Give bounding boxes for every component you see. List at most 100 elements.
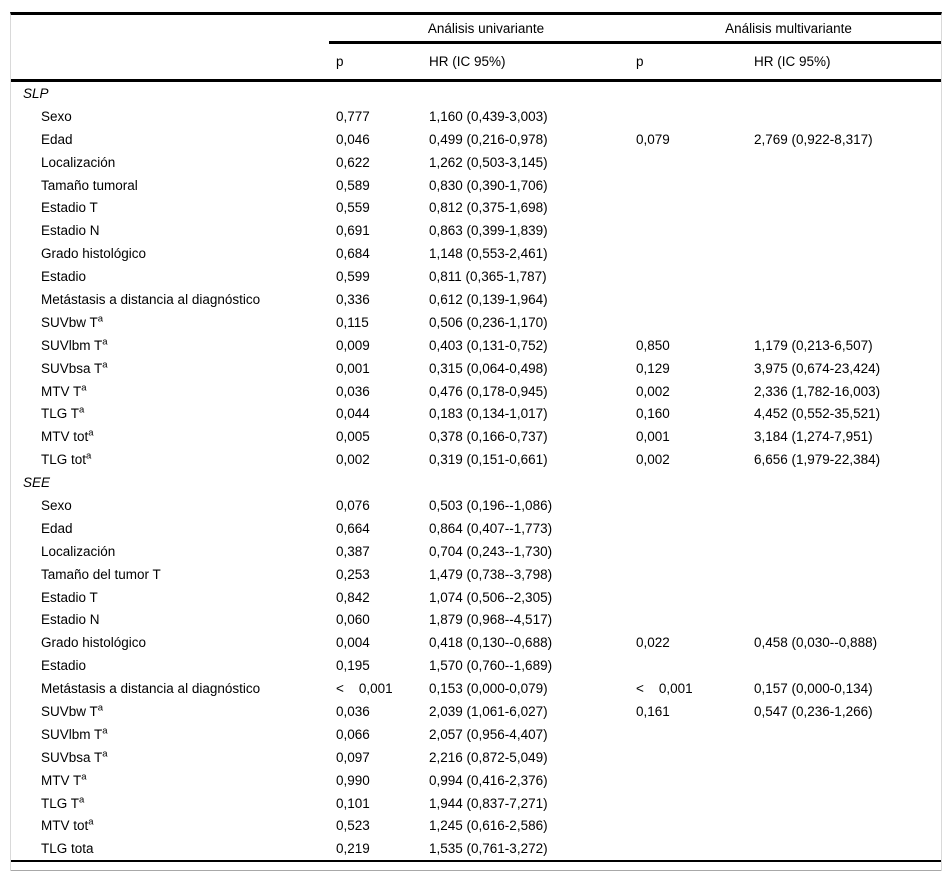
- cell-p-univariante: 0,036: [336, 383, 370, 399]
- variable-superscript: a: [97, 703, 104, 714]
- table-row: SUVbsa Ta 0,097 2,216 (0,872-5,049): [11, 746, 941, 769]
- cell-variable: MTV tota: [41, 818, 94, 834]
- cell-variable: TLG tota: [41, 452, 92, 468]
- cell-variable: SUVbw Ta: [41, 703, 104, 719]
- table-row: Estadio T 0,842 1,074 (0,506--2,305): [11, 586, 941, 609]
- cell-p-univariante: 0,066: [336, 726, 370, 742]
- cell-variable: Estadio: [41, 658, 87, 674]
- section-title-row: SLP: [11, 82, 941, 105]
- cell-p-univariante: 0,684: [336, 246, 370, 262]
- cell-hr-univariante: 0,315 (0,064-0,498): [429, 360, 548, 376]
- col-header-hr-multivariante: HR (IC 95%): [754, 54, 831, 69]
- table-row: Metástasis a distancia al diagnóstico 0,…: [11, 288, 941, 311]
- table-bottom-thin-rule: [11, 870, 941, 872]
- cell-hr-univariante: 0,612 (0,139-1,964): [429, 291, 548, 307]
- cell-hr-univariante: 1,074 (0,506--2,305): [429, 589, 553, 605]
- cell-p-multivariante: 0,129: [636, 360, 670, 376]
- cell-hr-multivariante: 6,656 (1,979-22,384): [754, 452, 881, 468]
- cell-hr-multivariante: 1,179 (0,213-6,507): [754, 337, 873, 353]
- cell-p-univariante: 0,002: [336, 452, 370, 468]
- cell-variable: Metástasis a distancia al diagnóstico: [41, 291, 261, 307]
- table-row: SUVlbm Ta 0,009 0,403 (0,131-0,752) 0,85…: [11, 334, 941, 357]
- cell-p-univariante: 0,001: [336, 360, 370, 376]
- cell-p-univariante: 0,777: [336, 108, 370, 124]
- cell-variable: MTV Ta: [41, 383, 87, 399]
- cell-hr-univariante: 1,148 (0,553-2,461): [429, 246, 548, 262]
- cell-variable: Estadio: [41, 269, 87, 285]
- cell-variable: Metástasis a distancia al diagnóstico: [41, 681, 261, 697]
- table-row: Tamaño tumoral 0,589 0,830 (0,390-1,706): [11, 174, 941, 197]
- cell-p-univariante: 0,101: [336, 795, 370, 811]
- group-header-multivariante: Análisis multivariante: [725, 20, 852, 36]
- cell-hr-univariante: 0,418 (0,130--0,688): [429, 635, 553, 651]
- cell-p-univariante: 0,387: [336, 543, 370, 559]
- cell-hr-univariante: 0,183 (0,134-1,017): [429, 406, 548, 422]
- cell-variable: SUVlbm Ta: [41, 726, 108, 742]
- cell-hr-univariante: 0,153 (0,000-0,079): [429, 681, 548, 697]
- table-row: Estadio N 0,691 0,863 (0,399-1,839): [11, 219, 941, 242]
- cell-hr-multivariante: 4,452 (0,552-35,521): [754, 406, 881, 422]
- table-row: TLG Ta 0,044 0,183 (0,134-1,017) 0,160 4…: [11, 402, 941, 425]
- table-row: Sexo 0,777 1,160 (0,439-3,003): [11, 105, 941, 128]
- cell-p-multivariante: 0,002: [636, 383, 670, 399]
- cell-variable: Tamaño tumoral: [41, 177, 138, 193]
- cell-p-multivariante: 0,850: [636, 337, 670, 353]
- cell-variable: Estadio N: [41, 223, 100, 239]
- cell-p-multivariante: < 0,001: [636, 681, 693, 697]
- table-row: Estadio 0,195 1,570 (0,760--1,689): [11, 654, 941, 677]
- cell-p-univariante: 0,005: [336, 429, 370, 445]
- cell-p-univariante: 0,060: [336, 612, 370, 628]
- table-row: MTV Ta 0,036 0,476 (0,178-0,945) 0,002 2…: [11, 380, 941, 403]
- table-row: MTV tota 0,005 0,378 (0,166-0,737) 0,001…: [11, 425, 941, 448]
- cell-variable: SUVbw Ta: [41, 314, 104, 330]
- variable-superscript: a: [97, 314, 104, 325]
- cell-hr-univariante: 0,319 (0,151-0,661): [429, 452, 548, 468]
- cell-hr-univariante: 0,812 (0,375-1,698): [429, 200, 548, 216]
- cell-hr-univariante: 2,216 (0,872-5,049): [429, 749, 548, 765]
- table-row: MTV Ta 0,990 0,994 (0,416-2,376): [11, 769, 941, 792]
- cell-hr-univariante: 0,811 (0,365-1,787): [429, 269, 547, 285]
- cell-variable: Tamaño del tumor T: [41, 566, 161, 582]
- cell-p-univariante: 0,046: [336, 131, 370, 147]
- cell-variable: SUVbsa Ta: [41, 749, 108, 765]
- table-row: Grado histológico 0,004 0,418 (0,130--0,…: [11, 631, 941, 654]
- cell-p-univariante: 0,219: [336, 841, 370, 857]
- col-header-hr-univariante: HR (IC 95%): [429, 54, 506, 69]
- table-row: Edad 0,664 0,864 (0,407--1,773): [11, 517, 941, 540]
- variable-superscript: a: [81, 772, 87, 783]
- table-row: Metástasis a distancia al diagnóstico < …: [11, 677, 941, 700]
- table-row: SUVlbm Ta 0,066 2,057 (0,956-4,407): [11, 723, 941, 746]
- cell-hr-univariante: 0,704 (0,243--1,730): [429, 543, 553, 559]
- variable-superscript: a: [102, 337, 108, 348]
- cell-p-univariante: 0,076: [336, 497, 370, 513]
- cell-variable: Edad: [41, 131, 73, 147]
- table-row: TLG tota 0,219 1,535 (0,761-3,272): [11, 837, 941, 860]
- col-header-p-multivariante: p: [636, 54, 644, 69]
- cell-hr-multivariante: 2,769 (0,922-8,317): [754, 131, 873, 147]
- cell-hr-univariante: 0,378 (0,166-0,737): [429, 429, 548, 445]
- cell-p-multivariante: 0,022: [636, 635, 670, 651]
- cell-variable: MTV tota: [41, 429, 94, 445]
- group-header-row: Análisis univariante Análisis multivaria…: [11, 15, 941, 41]
- cell-p-univariante: 0,115: [336, 314, 369, 330]
- cell-p-univariante: 0,044: [336, 406, 370, 422]
- cell-p-multivariante: 0,161: [636, 703, 670, 719]
- variable-superscript: a: [88, 429, 94, 439]
- variable-superscript: a: [86, 452, 92, 462]
- cell-p-univariante: 0,336: [336, 291, 370, 307]
- cell-hr-univariante: 0,499 (0,216-0,978): [429, 131, 548, 147]
- table-row: TLG tota 0,002 0,319 (0,151-0,661) 0,002…: [11, 448, 941, 471]
- cell-hr-univariante: 1,160 (0,439-3,003): [429, 108, 548, 124]
- section-title-row: SEE: [11, 471, 941, 494]
- column-header-row: p HR (IC 95%) p HR (IC 95%): [11, 44, 941, 79]
- table-row: SUVbw Ta 0,115 0,506 (0,236-1,170): [11, 311, 941, 334]
- table-row: Estadio N 0,060 1,879 (0,968--4,517): [11, 608, 941, 631]
- cell-variable: TLG Ta: [41, 795, 85, 811]
- cell-p-multivariante: 0,079: [636, 131, 670, 147]
- cell-variable: Estadio N: [41, 612, 100, 628]
- cell-p-univariante: 0,589: [336, 177, 370, 193]
- cell-hr-multivariante: 0,547 (0,236-1,266): [754, 703, 873, 719]
- cell-variable: Edad: [41, 520, 73, 536]
- variable-superscript: a: [102, 360, 108, 371]
- cell-variable: Grado histológico: [41, 635, 147, 651]
